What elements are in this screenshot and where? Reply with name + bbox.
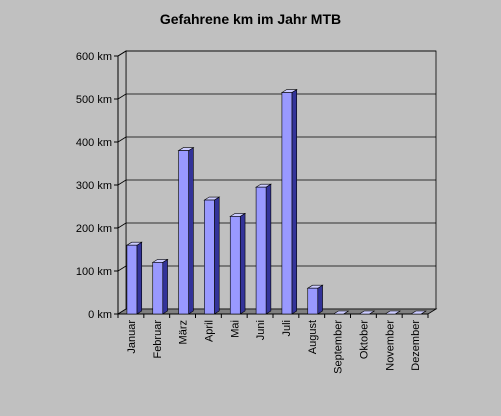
gridline-side bbox=[117, 222, 127, 229]
x-tick-label: Juni bbox=[255, 320, 267, 340]
bar-side bbox=[188, 147, 194, 315]
bar bbox=[229, 216, 241, 315]
bar-side bbox=[291, 89, 298, 315]
x-tick-label: Juli bbox=[281, 320, 293, 337]
x-tick-label: März bbox=[178, 320, 190, 344]
bar bbox=[152, 262, 164, 315]
bar-side bbox=[317, 284, 323, 315]
bar bbox=[178, 150, 189, 315]
bar bbox=[255, 186, 267, 315]
gridline-side bbox=[117, 50, 127, 57]
gridline-side bbox=[117, 93, 127, 100]
bar bbox=[307, 287, 319, 315]
x-tick-label: Mai bbox=[229, 320, 241, 338]
bar-side bbox=[136, 241, 143, 315]
y-tick-label: 300 km bbox=[76, 180, 112, 192]
bar-side bbox=[214, 196, 220, 315]
x-tick-label: Oktober bbox=[358, 320, 370, 359]
bar-side bbox=[162, 258, 168, 315]
y-tick-label: 200 km bbox=[76, 223, 112, 235]
x-tick-label: Dezember bbox=[410, 320, 422, 371]
x-tick-label: Februar bbox=[152, 320, 164, 359]
bar bbox=[204, 199, 215, 315]
bar bbox=[126, 244, 138, 315]
bar-top bbox=[332, 310, 350, 315]
x-tick-label: April bbox=[203, 320, 215, 342]
gridline-side bbox=[117, 136, 127, 143]
bar-top bbox=[384, 310, 402, 315]
y-tick-label: 500 km bbox=[76, 94, 112, 106]
x-tick-label: September bbox=[333, 320, 345, 374]
y-tick-label: 400 km bbox=[76, 137, 112, 149]
y-tick-label: 100 km bbox=[76, 266, 112, 278]
x-tick-label: November bbox=[384, 320, 396, 371]
bar-side bbox=[265, 183, 272, 315]
chart-title: Gefahrene km im Jahr MTB bbox=[159, 11, 342, 27]
y-tick-label: 600 km bbox=[76, 51, 112, 63]
x-tick-label: August bbox=[307, 320, 319, 354]
bar-top bbox=[410, 310, 427, 315]
y-tick-label: 0 km bbox=[88, 309, 112, 321]
bar-side bbox=[239, 212, 246, 315]
bar-top bbox=[358, 310, 376, 315]
x-tick-label: Januar bbox=[126, 320, 138, 354]
gridline-side bbox=[117, 179, 127, 186]
bar bbox=[281, 92, 293, 315]
gridline-side bbox=[117, 265, 127, 272]
